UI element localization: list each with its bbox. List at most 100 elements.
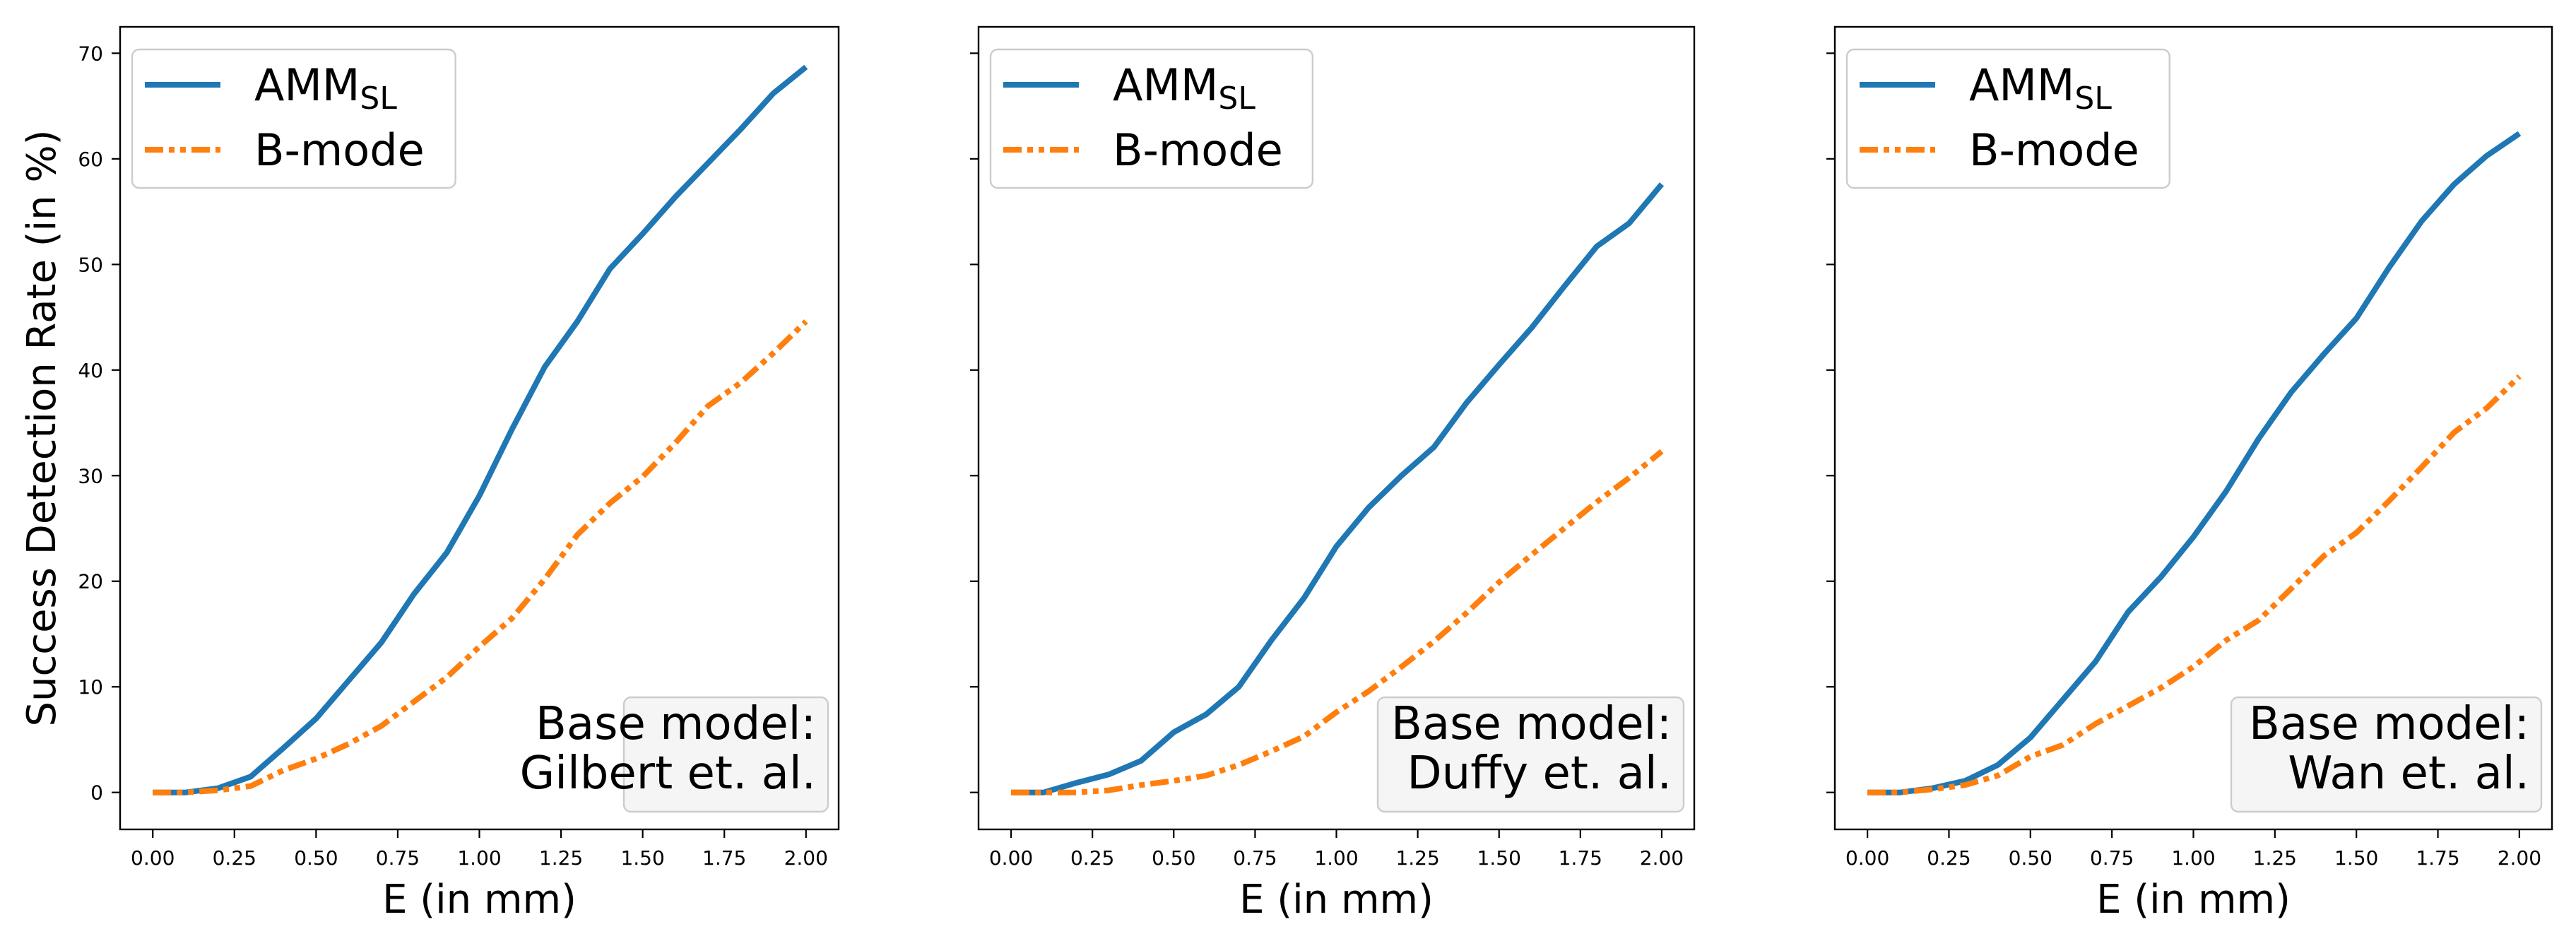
data-point-b-mode [313, 756, 319, 762]
legend-label-subscript: SL [1218, 81, 1255, 117]
data-point-amm-sl [803, 64, 809, 70]
data-point-amm-sl [1171, 730, 1176, 735]
annotation-box [1376, 696, 1685, 813]
data-point-amm-sl [2517, 131, 2522, 136]
data-point-amm-sl [313, 716, 319, 721]
data-point-amm-sl [1236, 684, 1241, 690]
data-point-b-mode [803, 319, 809, 324]
data-point-b-mode [1594, 499, 1600, 505]
data-point-amm-sl [2060, 697, 2066, 702]
y-tick-label: 60 [78, 148, 103, 171]
y-tick-label: 50 [78, 253, 103, 276]
legend: AMMSL B-mode [131, 48, 456, 189]
x-tick-label: 0.25 [1070, 846, 1114, 870]
data-point-b-mode [1529, 552, 1535, 557]
y-tick-label: 30 [78, 464, 103, 487]
data-point-amm-sl [738, 126, 743, 132]
data-point-b-mode [183, 790, 189, 795]
data-point-b-mode [2419, 464, 2425, 470]
y-tick-label: 40 [78, 359, 103, 382]
legend-label-main: AMM [1113, 59, 1218, 111]
y-tick-label: 0 [90, 781, 103, 805]
data-point-b-mode [1431, 639, 1437, 644]
legend-label-main: B-mode [1969, 124, 2139, 176]
data-point-b-mode [1236, 762, 1241, 768]
data-point-b-mode [2321, 553, 2327, 559]
data-point-b-mode [2452, 430, 2457, 435]
annotation-line-1: Base model: [2249, 698, 2529, 750]
series-line-b-mode [1011, 449, 1664, 795]
x-tick-label: 0.00 [989, 846, 1033, 870]
data-point-amm-sl [444, 550, 449, 555]
data-point-amm-sl [379, 639, 384, 645]
x-tick-label: 1.25 [1395, 846, 1439, 870]
data-point-b-mode [2223, 637, 2229, 643]
data-point-amm-sl [248, 774, 254, 779]
legend-label-main: B-mode [1113, 124, 1283, 176]
data-point-b-mode [1073, 790, 1079, 795]
data-point-b-mode [509, 615, 515, 621]
data-point-amm-sl [2093, 658, 2098, 664]
data-point-amm-sl [1659, 182, 1665, 187]
data-point-amm-sl [1529, 325, 1535, 331]
data-point-b-mode [1995, 773, 2001, 779]
data-point-amm-sl [2158, 574, 2163, 580]
data-point-b-mode [1963, 782, 1968, 788]
y-tick-label: 10 [78, 675, 103, 699]
legend-label-amm-sl: AMMSL [1969, 59, 2112, 117]
data-point-b-mode [1561, 526, 1567, 531]
data-point-b-mode [2256, 617, 2262, 623]
data-point-amm-sl [574, 319, 580, 324]
data-point-amm-sl [1334, 543, 1340, 549]
data-point-b-mode [1138, 782, 1144, 788]
data-point-b-mode [2353, 530, 2359, 535]
x-tick-label: 0.25 [213, 846, 256, 870]
base-model-annotation: Base model:Duffy et. al. [1376, 696, 1685, 813]
data-point-b-mode [280, 767, 286, 773]
data-point-amm-sl [2256, 436, 2262, 442]
annotation-line-2: Gilbert et. al. [520, 747, 816, 800]
data-point-amm-sl [640, 231, 646, 237]
data-point-amm-sl [1203, 711, 1209, 717]
legend-label-main: AMM [1969, 59, 2074, 111]
x-tick-label: 0.00 [131, 846, 175, 870]
legend-label-main: B-mode [254, 124, 425, 176]
data-point-b-mode [379, 723, 384, 729]
data-point-b-mode [215, 788, 221, 793]
data-point-b-mode [1399, 664, 1405, 670]
data-point-b-mode [1659, 449, 1665, 454]
x-tick-label: 0.50 [294, 846, 338, 870]
data-point-amm-sl [1399, 473, 1405, 478]
x-tick-label: 0.75 [1233, 846, 1277, 870]
annotation-box [622, 696, 829, 813]
data-point-amm-sl [1561, 284, 1567, 290]
data-point-b-mode [2028, 754, 2033, 759]
data-point-amm-sl [477, 493, 483, 499]
data-point-amm-sl [346, 677, 352, 683]
data-point-b-mode [1106, 788, 1111, 793]
chart-panel-2: 0.00 0.25 0.50 0.75 1.00 1.25 1.50 1.75 2.00 E (i… [970, 25, 1696, 923]
data-point-amm-sl [1431, 444, 1437, 450]
data-point-amm-sl [280, 745, 286, 751]
data-point-b-mode [640, 474, 646, 480]
x-tick-label: 0.75 [2090, 846, 2134, 870]
data-point-b-mode [705, 403, 711, 409]
x-tick-label: 1.25 [539, 846, 583, 870]
series-line-amm-sl [153, 64, 808, 795]
x-tick-label: 1.00 [1314, 846, 1358, 870]
data-point-b-mode [248, 783, 254, 789]
x-tick-label: 0.50 [1152, 846, 1195, 870]
legend-label-subscript: SL [2074, 81, 2112, 117]
data-point-amm-sl [1301, 596, 1307, 601]
data-point-b-mode [2191, 664, 2197, 670]
data-point-amm-sl [1073, 780, 1079, 786]
data-point-b-mode [1865, 790, 1870, 795]
x-tick-label: 1.00 [457, 846, 501, 870]
data-point-amm-sl [2484, 153, 2490, 158]
x-tick-label: 1.00 [2171, 846, 2215, 870]
data-point-b-mode [1041, 790, 1046, 795]
data-point-amm-sl [1995, 762, 2001, 768]
data-point-amm-sl [2125, 609, 2131, 615]
x-tick-label: 1.50 [2334, 846, 2378, 870]
annotation-line-1: Base model: [1391, 698, 1672, 750]
